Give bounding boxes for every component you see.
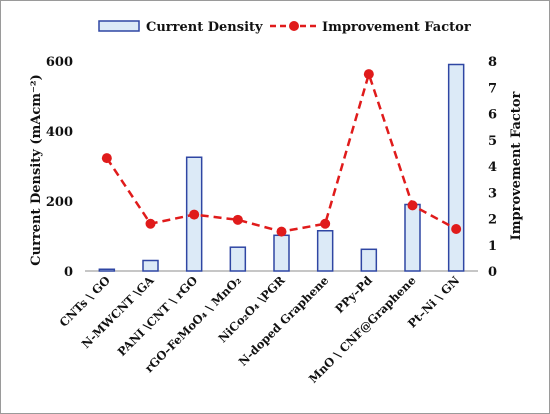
improvement-point xyxy=(363,69,374,80)
bar xyxy=(404,203,421,272)
legend-label-current-density: Current Density xyxy=(146,20,263,35)
y2-axis-title: Improvement Factor xyxy=(509,92,524,241)
y2-tick-label: 4 xyxy=(488,160,497,175)
y2-axis-ticks: 0 1 2 3 4 5 6 7 8 xyxy=(488,55,497,280)
improvement-point xyxy=(276,226,287,237)
bar xyxy=(142,259,159,272)
y-axis-title: Current Density (mAcm⁻²) xyxy=(29,74,44,265)
y2-tick-label: 1 xyxy=(488,239,497,254)
bar xyxy=(447,63,465,272)
y2-tick-label: 7 xyxy=(488,81,497,96)
y2-tick-label: 3 xyxy=(488,186,497,201)
y-tick-label: 600 xyxy=(46,55,73,70)
category-label: PPy–Pd xyxy=(332,273,375,316)
y2-tick-label: 6 xyxy=(488,108,497,123)
y2-tick-label: 0 xyxy=(488,265,497,280)
legend: Current Density Improvement Factor xyxy=(98,20,471,35)
improvement-point xyxy=(320,218,331,229)
bar xyxy=(316,230,334,272)
improvement-point xyxy=(189,209,200,220)
improvement-point xyxy=(145,218,156,229)
bar xyxy=(98,268,116,272)
category-label: PANI \CNT \ rGO xyxy=(115,273,201,359)
legend-line-marker xyxy=(289,21,299,31)
category-label: N-doped Graphene xyxy=(236,273,332,369)
y-axis-ticks: 0 200 400 600 xyxy=(46,55,73,280)
improvement-point xyxy=(407,200,418,211)
y-tick-label: 0 xyxy=(64,265,73,280)
improvement-point xyxy=(101,153,112,164)
y2-tick-label: 2 xyxy=(488,213,497,228)
line-series xyxy=(101,69,462,237)
improvement-point xyxy=(232,214,243,225)
y-tick-label: 200 xyxy=(46,195,73,210)
y2-tick-label: 5 xyxy=(488,134,497,149)
legend-label-improvement-factor: Improvement Factor xyxy=(322,20,471,35)
bar-series xyxy=(98,63,465,272)
improvement-point xyxy=(451,224,462,234)
y2-tick-label: 8 xyxy=(488,55,497,70)
bar xyxy=(229,246,247,272)
y-tick-label: 400 xyxy=(46,125,73,140)
legend-bar-swatch xyxy=(98,20,140,32)
category-label: N-MWCNT \GA xyxy=(79,272,158,351)
bar xyxy=(360,248,378,272)
bar xyxy=(273,234,290,272)
improvement-line xyxy=(105,69,457,233)
